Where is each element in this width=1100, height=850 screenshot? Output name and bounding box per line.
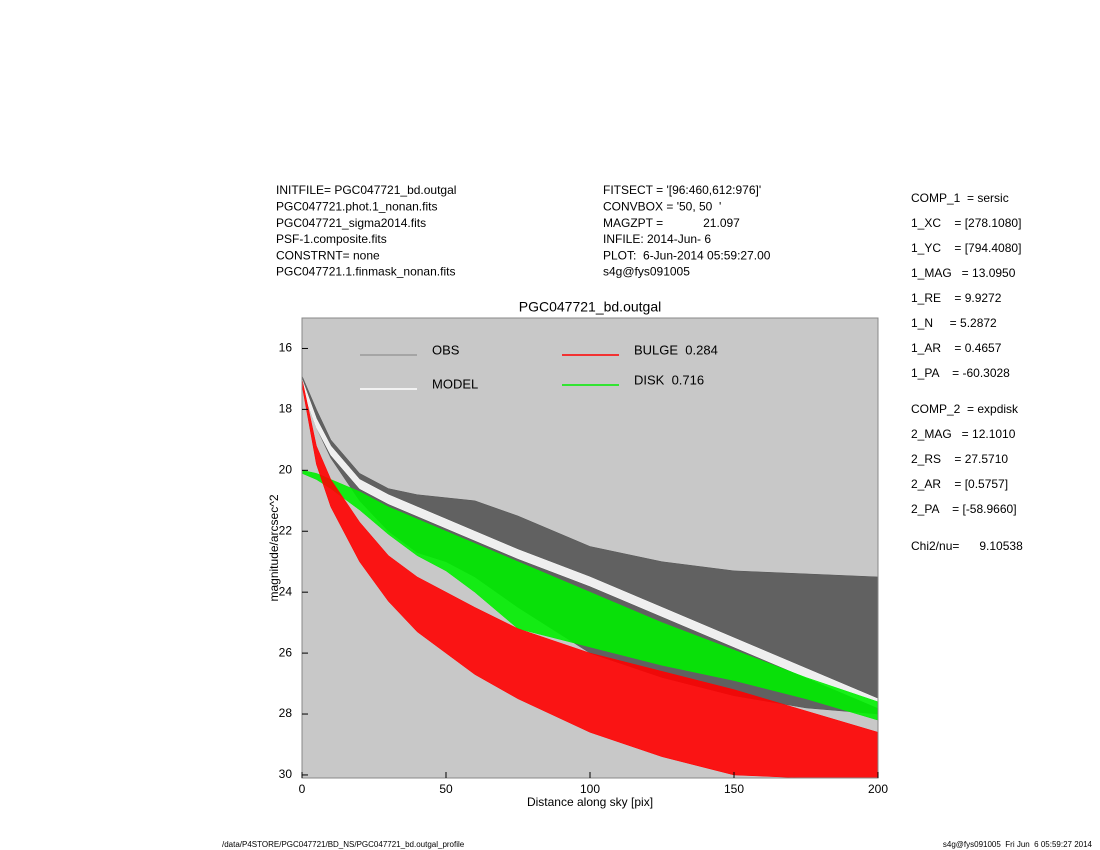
y-tick-label: 22: [279, 523, 293, 537]
legend-label: OBS: [432, 342, 460, 357]
plot-area: [302, 375, 878, 778]
y-tick-label: 20: [279, 462, 293, 476]
footer-left: /data/P4STORE/PGC047721/BD_NS/PGC047721_…: [222, 840, 465, 849]
y-tick-label: 16: [279, 341, 293, 355]
header-left-line: PSF-1.composite.fits: [276, 232, 387, 246]
chart-title: PGC047721_bd.outgal: [519, 299, 661, 315]
header-left-line: CONSTRNT= none: [276, 248, 380, 262]
x-axis-label: Distance along sky [pix]: [527, 795, 653, 809]
x-tick-label: 0: [299, 782, 306, 796]
legend-label: MODEL: [432, 376, 478, 391]
y-tick-label: 26: [279, 645, 293, 659]
header-middle-line: FITSECT = '[96:460,612:976]': [603, 183, 761, 197]
fit-parameter: 2_RS = 27.5710: [911, 452, 1008, 466]
fit-parameter: 2_PA = [-58.9660]: [911, 502, 1017, 516]
y-axis-label: magnitude/arcsec^2: [267, 494, 281, 601]
x-tick-label: 150: [724, 782, 744, 796]
y-tick-label: 28: [279, 706, 293, 720]
fit-parameter: 1_MAG = 13.0950: [911, 266, 1016, 280]
header-left-line: PGC047721_sigma2014.fits: [276, 216, 426, 230]
fit-parameter: 2_AR = [0.5757]: [911, 477, 1008, 491]
x-tick-label: 50: [439, 782, 453, 796]
fit-parameter: 1_YC = [794.4080]: [911, 241, 1021, 255]
header-middle-line: INFILE: 2014-Jun- 6: [603, 232, 711, 246]
x-tick-label: 100: [580, 782, 600, 796]
fit-parameter: 1_XC = [278.1080]: [911, 216, 1021, 230]
y-tick-label: 18: [279, 402, 293, 416]
profile-band: [302, 378, 878, 709]
fit-parameter: 1_N = 5.2872: [911, 316, 997, 330]
fit-parameter: 2_MAG = 12.1010: [911, 427, 1016, 441]
fit-parameter: COMP_2 = expdisk: [911, 402, 1019, 416]
header-middle-line: s4g@fys091005: [603, 265, 690, 279]
header-middle-line: MAGZPT = 21.097: [603, 216, 740, 230]
header-left-line: PGC047721.phot.1_nonan.fits: [276, 199, 437, 213]
header-left-line: PGC047721.1.finmask_nonan.fits: [276, 265, 455, 279]
legend-label: BULGE 0.284: [634, 342, 718, 357]
header-middle-line: CONVBOX = '50, 50 ': [603, 199, 721, 213]
fit-parameter: 1_AR = 0.4657: [911, 341, 1002, 355]
footer-right: s4g@fys091005 Fri Jun 6 05:59:27 2014: [943, 840, 1093, 849]
fit-parameter: Chi2/nu= 9.10538: [911, 539, 1023, 553]
y-tick-label: 24: [279, 584, 293, 598]
fit-parameter: 1_PA = -60.3028: [911, 366, 1010, 380]
fit-parameter: COMP_1 = sersic: [911, 191, 1009, 205]
fit-parameter: 1_RE = 9.9272: [911, 291, 1002, 305]
y-tick-label: 30: [279, 767, 293, 781]
header-middle-line: PLOT: 6-Jun-2014 05:59:27.00: [603, 248, 771, 262]
header-left-line: INITFILE= PGC047721_bd.outgal: [276, 183, 456, 197]
x-tick-label: 200: [868, 782, 888, 796]
profile-band: [302, 470, 878, 721]
profile-band: [302, 378, 878, 778]
legend-label: DISK 0.716: [634, 372, 704, 387]
